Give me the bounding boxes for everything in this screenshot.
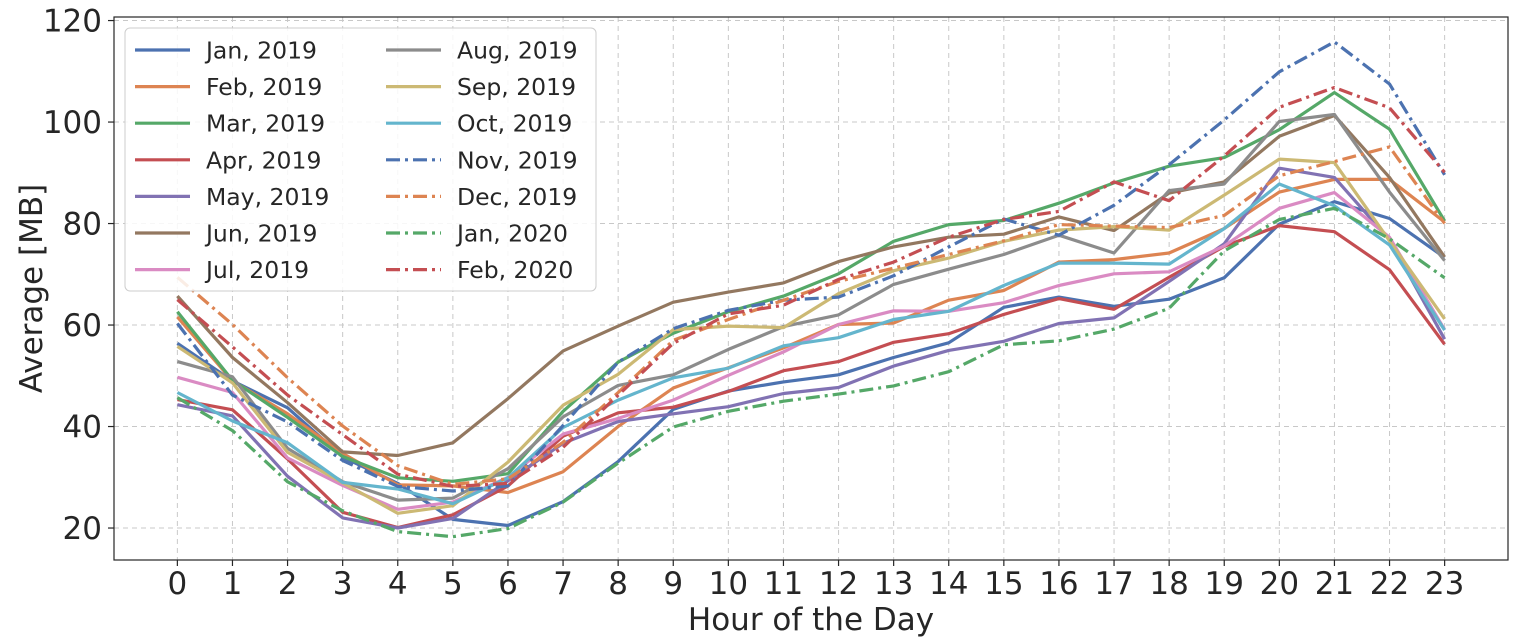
plot-frame [113,16,1509,561]
series-line [176,182,1446,506]
x-tick-label: 2 [278,566,298,602]
legend-label: Jan, 2019 [204,37,317,65]
legend-label: Oct, 2019 [457,110,572,138]
y-tick-label: 40 [63,410,102,446]
x-tick-label: 14 [929,566,968,602]
x-tick-label: 23 [1425,566,1464,602]
legend-label: Apr, 2019 [206,146,321,174]
series-line [176,90,1446,483]
y-tick-label: 100 [43,105,102,141]
y-axis-label: Average [MB] [14,184,50,393]
legend-label: Jan, 2020 [455,220,568,248]
x-tick-label: 11 [764,566,803,602]
series-lines [176,40,1446,539]
x-axis-ticks: 0 1 2 3 4 5 6 7 8 9 10 11 12 13 14 15 16 17 18 19 20 21 22 23 [167,560,1464,602]
x-tick-label: 1 [223,566,243,602]
x-tick-label: 16 [1039,566,1078,602]
legend: Jan, 2019 Feb, 2019 Mar, 2019 Apr, 2019 May,… [124,27,597,292]
x-axis-label: Hour of the Day [688,602,934,638]
y-tick-label: 80 [63,207,102,243]
legend-label: Feb, 2019 [206,73,322,101]
legend-label: Jul, 2019 [204,256,309,284]
x-tick-label: 9 [663,566,683,602]
x-tick-label: 7 [553,566,573,602]
series-line [177,166,1446,530]
legend-label: May, 2019 [206,183,329,211]
x-tick-label: 12 [819,566,858,602]
x-tick-label: 13 [874,566,913,602]
y-axis-ticks: 20 40 60 80 100 120 [43,4,114,547]
series-line [176,206,1446,539]
x-tick-label: 22 [1370,566,1409,602]
legend-label: Dec, 2019 [457,183,577,211]
x-tick-label: 5 [443,566,463,602]
legend-box [124,27,597,292]
x-tick-label: 20 [1260,566,1299,602]
legend-label: Jun, 2019 [204,220,317,248]
x-tick-label: 8 [608,566,628,602]
legend-label: Mar, 2019 [206,110,325,138]
legend-label: Sep, 2019 [457,73,576,101]
x-tick-label: 6 [498,566,518,602]
legend-label: Aug, 2019 [457,37,578,65]
x-tick-label: 0 [167,566,187,602]
y-tick-label: 20 [63,511,102,547]
x-tick-label: 21 [1315,566,1354,602]
series-line [176,191,1446,511]
series-line [176,40,1446,493]
x-tick-label: 18 [1149,566,1188,602]
legend-label: Feb, 2020 [457,256,573,284]
x-tick-label: 4 [388,566,408,602]
series-line [176,85,1446,488]
y-tick-label: 120 [43,4,102,40]
x-tick-label: 10 [709,566,748,602]
legend-label: Nov, 2019 [457,146,578,174]
y-tick-label: 60 [63,308,102,344]
x-tick-label: 15 [984,566,1023,602]
x-tick-label: 19 [1205,566,1244,602]
series-line [176,157,1446,515]
x-tick-label: 3 [333,566,353,602]
series-line [176,112,1446,502]
x-tick-label: 17 [1094,566,1133,602]
